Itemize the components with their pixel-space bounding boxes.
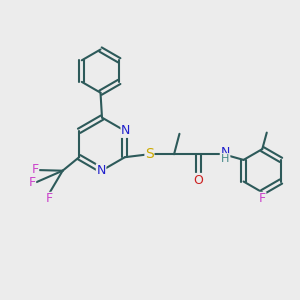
Text: S: S — [145, 147, 154, 160]
Text: N: N — [96, 164, 106, 177]
Text: O: O — [194, 173, 204, 187]
Text: N: N — [220, 146, 230, 159]
Text: F: F — [28, 176, 36, 189]
Text: F: F — [32, 163, 39, 176]
Text: H: H — [221, 154, 229, 164]
Text: F: F — [46, 192, 53, 206]
Text: F: F — [259, 192, 266, 206]
Text: N: N — [121, 124, 130, 137]
